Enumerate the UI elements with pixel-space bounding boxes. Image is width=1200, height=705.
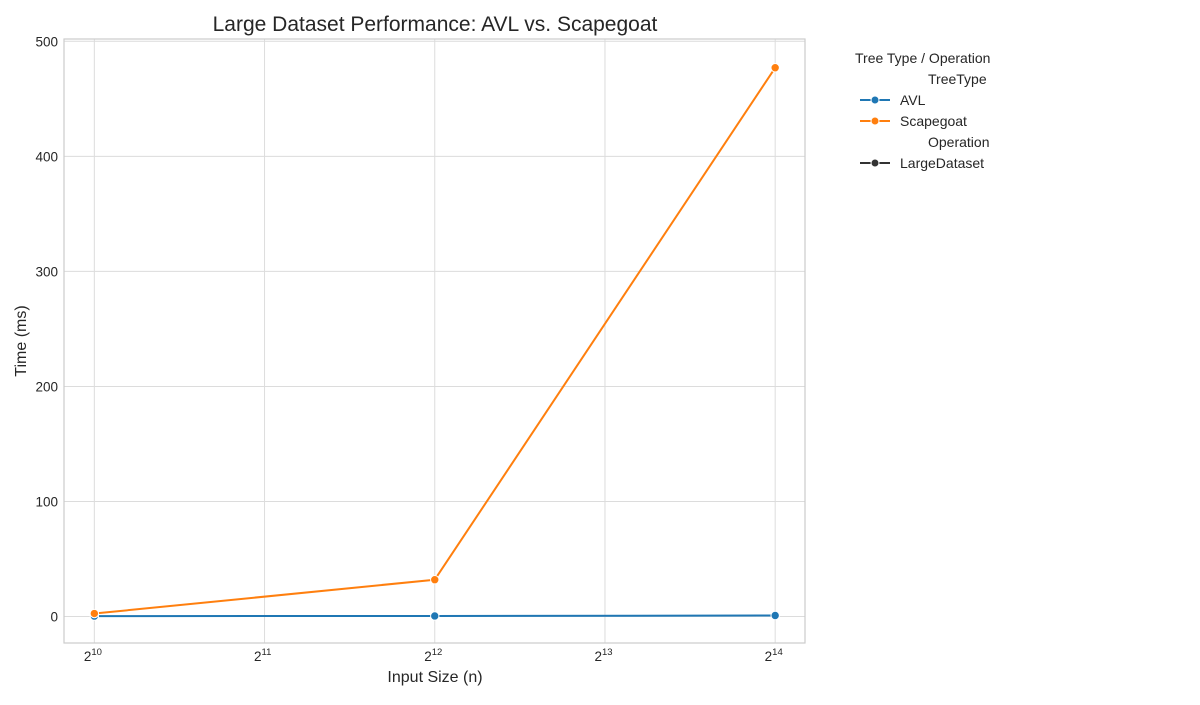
- x-tick-exponent: 10: [91, 647, 102, 658]
- legend-marker-swatch: [870, 158, 880, 168]
- y-tick-label: 100: [35, 494, 58, 509]
- legend-entry: AVL: [860, 92, 926, 108]
- legend-section-header: TreeType: [928, 71, 987, 87]
- legend-title: Tree Type / Operation: [855, 50, 990, 66]
- legend-section-header: Operation: [928, 134, 989, 150]
- data-point: [430, 575, 440, 585]
- legend-entry-label: LargeDataset: [900, 155, 984, 171]
- data-point: [89, 608, 100, 619]
- x-tick-label: 2 12: [424, 647, 442, 664]
- x-tick-base: 2: [84, 649, 92, 664]
- y-tick-label: 300: [35, 264, 58, 279]
- x-tick-labels: 2 10 2 11 2 12 2 13 2 14: [84, 647, 783, 664]
- x-tick-exponent: 11: [262, 647, 272, 658]
- x-tick-label: 2 14: [765, 647, 783, 664]
- x-tick-base: 2: [254, 649, 262, 664]
- series-scapegoat: [89, 63, 780, 619]
- legend-entry-label: AVL: [900, 92, 926, 108]
- x-tick-label: 2 13: [594, 647, 612, 664]
- plot-frame: [63, 38, 806, 644]
- data-point: [770, 63, 780, 73]
- y-tick-labels: 0 100 200 300 400 500: [35, 34, 58, 624]
- data-point: [430, 611, 440, 621]
- x-tick-label: 2 10: [84, 647, 102, 664]
- legend-marker-swatch: [870, 116, 880, 126]
- x-tick-exponent: 13: [602, 647, 613, 658]
- legend-entry: LargeDataset: [860, 155, 984, 171]
- data-point: [770, 610, 780, 621]
- x-tick-exponent: 14: [772, 647, 783, 658]
- x-tick-base: 2: [594, 649, 602, 664]
- legend-entry-label: Scapegoat: [900, 113, 967, 129]
- y-tick-label: 200: [35, 379, 58, 394]
- chart-title: Large Dataset Performance: AVL vs. Scape…: [213, 13, 658, 36]
- y-axis-label: Time (ms): [13, 305, 30, 376]
- x-tick-base: 2: [765, 649, 773, 664]
- y-tick-label: 500: [35, 34, 58, 49]
- x-axis-label: Input Size (n): [387, 669, 482, 686]
- y-tick-label: 400: [35, 149, 58, 164]
- legend-entry: Scapegoat: [860, 113, 967, 129]
- x-tick-exponent: 12: [432, 647, 443, 658]
- x-tick-base: 2: [424, 649, 432, 664]
- x-tick-label: 2 11: [254, 647, 271, 664]
- y-tick-label: 0: [50, 610, 58, 625]
- legend-marker-swatch: [870, 95, 880, 105]
- series-group: [89, 63, 780, 621]
